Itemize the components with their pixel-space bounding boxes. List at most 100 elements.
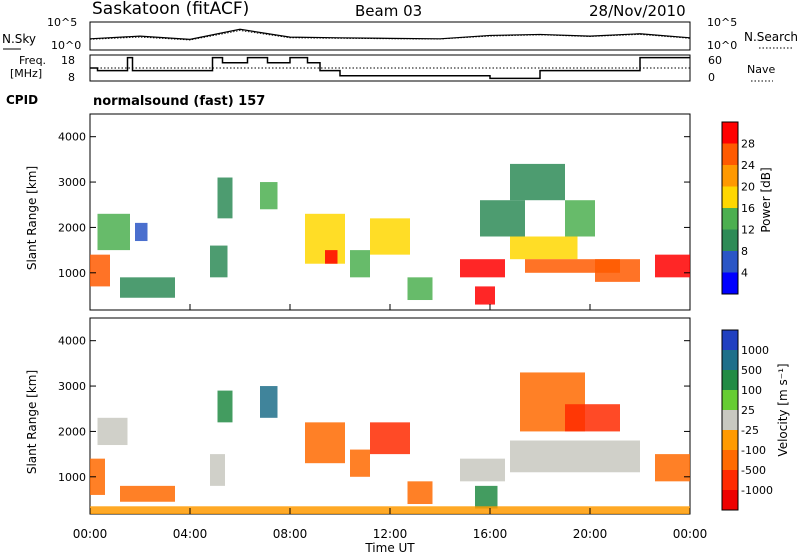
- freq-line: [90, 56, 690, 80]
- power-patch: [595, 259, 640, 282]
- x-tick-label: 08:00: [273, 527, 308, 541]
- velocity-colorbar-segment: [722, 410, 738, 430]
- x-tick-label: 12:00: [373, 527, 408, 541]
- noise-series: [89, 28, 691, 41]
- velocity-patch: [370, 422, 410, 455]
- velocity-colorbar-segment: [722, 430, 738, 450]
- noise-tick-high: 10^5: [47, 16, 77, 29]
- y-tick-label: 1000: [58, 471, 86, 484]
- velocity-colorbar-segment: [722, 450, 738, 470]
- power-patch: [655, 254, 690, 278]
- power-colorbar: 28 24 20 16 12 8 4: [721, 121, 755, 295]
- x-axis-ticks: 00:00 04:00 08:00 12:00 16:00 20:00 00:00: [73, 304, 707, 541]
- power-patch: [90, 254, 110, 287]
- velocity-colorbar-tick: -100: [741, 444, 766, 457]
- power-patch: [475, 286, 495, 305]
- beam-title: Beam 03: [355, 2, 422, 20]
- x-tick-label: 00:00: [73, 527, 108, 541]
- power-colorbar-segment: [722, 208, 738, 230]
- power-colorbar-segment: [722, 122, 738, 144]
- x-axis-label: Time UT: [364, 541, 415, 554]
- power-patch: [407, 277, 433, 301]
- power-colorbar-tick: 12: [741, 224, 755, 237]
- velocity-patch: [90, 458, 105, 495]
- velocity-y-ticks: 4000 3000 2000 1000: [58, 335, 690, 484]
- nave-label: Nave: [747, 63, 775, 76]
- y-tick-label: 2000: [58, 425, 86, 438]
- velocity-patch: [350, 449, 370, 477]
- velocity-colorbar-frame: [721, 329, 739, 511]
- velocity-colorbar-tick: 1000: [741, 344, 769, 357]
- power-patch: [510, 163, 565, 201]
- velocity-patch: [210, 454, 225, 486]
- nave-tick-high: 60: [708, 54, 722, 67]
- velocity-colorbar-segment: [722, 390, 738, 410]
- velocity-colorbar: 1000 500 100 25 -25 -100 -500 -1000: [721, 329, 773, 511]
- velocity-patch: [305, 422, 345, 464]
- power-y-label: Slant Range [km]: [25, 166, 39, 270]
- freq-label: Freq.: [19, 54, 46, 67]
- power-patch: [210, 245, 228, 278]
- velocity-colorbar-segment: [722, 470, 738, 490]
- velocity-patch: [260, 386, 278, 418]
- x-tick-label: 20:00: [573, 527, 608, 541]
- power-patch: [350, 250, 370, 278]
- velocity-patch: [217, 390, 233, 423]
- noise-tick-high-right: 10^5: [707, 16, 737, 29]
- noise-tick-low: 10^0: [51, 39, 81, 52]
- power-patch: [260, 182, 278, 210]
- x-tick-label: 16:00: [473, 527, 508, 541]
- power-patch: [325, 250, 338, 264]
- velocity-colorbar-tick: 25: [741, 404, 755, 417]
- cpid-label: CPID: [6, 93, 38, 107]
- velocity-colorbar-label: Velocity [m s⁻¹]: [776, 363, 790, 456]
- y-tick-label: 2000: [58, 221, 86, 234]
- noise-tick-low-right: 10^0: [707, 39, 737, 52]
- freq-tick-high: 18: [61, 54, 75, 67]
- power-colorbar-frame: [721, 121, 739, 295]
- power-colorbar-tick: 20: [741, 181, 755, 194]
- power-colorbar-tick: 16: [741, 202, 755, 215]
- freq-unit: [MHz]: [10, 67, 42, 80]
- power-data: [90, 163, 690, 305]
- power-patch: [565, 200, 595, 237]
- station-title: Saskatoon (fitACF): [92, 0, 249, 19]
- freq-panel-frame: [89, 54, 691, 82]
- power-colorbar-tick: 24: [741, 159, 755, 172]
- velocity-y-label: Slant Range [km]: [25, 370, 39, 474]
- velocity-colorbar-tick: -1000: [741, 484, 773, 497]
- velocity-patch: [510, 440, 640, 473]
- y-tick-label: 3000: [58, 176, 86, 189]
- power-patch: [480, 200, 525, 237]
- power-patch: [217, 177, 233, 219]
- velocity-colorbar-segment: [722, 330, 738, 350]
- nsky-label: N.Sky: [2, 32, 36, 46]
- noise-panel-frame: [89, 21, 691, 51]
- y-tick-label: 4000: [58, 131, 86, 144]
- velocity-colorbar-tick: 100: [741, 384, 762, 397]
- power-colorbar-tick: 8: [741, 245, 748, 258]
- power-patch: [510, 236, 578, 260]
- freq-tick-low: 8: [68, 71, 75, 84]
- velocity-patch: [565, 404, 620, 432]
- velocity-patch: [407, 481, 433, 505]
- power-colorbar-segment: [722, 143, 738, 165]
- velocity-colorbar-segment: [722, 370, 738, 390]
- nsearch-label: N.Search: [744, 30, 798, 44]
- velocity-colorbar-segment: [722, 350, 738, 370]
- x-tick-label: 04:00: [173, 527, 208, 541]
- noise-line-nsky: [89, 28, 691, 40]
- nave-tick-low: 0: [708, 71, 715, 84]
- power-colorbar-tick: 4: [741, 267, 748, 280]
- velocity-colorbar-tick: -500: [741, 464, 766, 477]
- cpid-value: normalsound (fast) 157: [93, 94, 265, 109]
- power-patch: [135, 222, 148, 242]
- power-patch: [97, 213, 130, 251]
- power-colorbar-segment: [722, 165, 738, 187]
- velocity-colorbar-tick: -25: [741, 424, 759, 437]
- power-patch: [370, 218, 410, 255]
- velocity-patch: [120, 485, 175, 502]
- velocity-patch: [97, 417, 128, 446]
- power-y-ticks: 4000 3000 2000 1000: [58, 131, 690, 280]
